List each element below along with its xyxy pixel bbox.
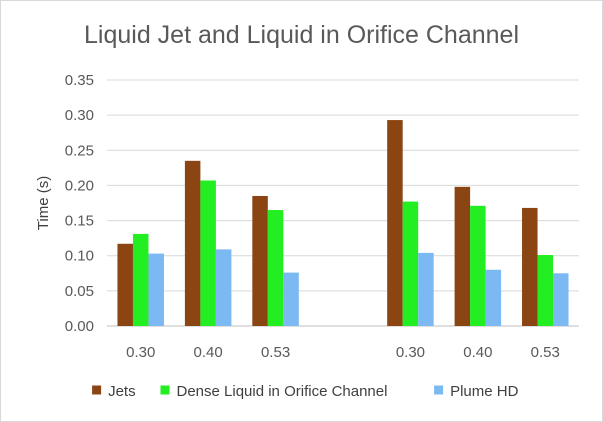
bar (553, 273, 569, 326)
bar (402, 201, 419, 326)
legend-swatch (160, 385, 170, 395)
bar (454, 186, 471, 326)
chart-title: Liquid Jet and Liquid in Orifice Channel (84, 21, 519, 49)
bar (148, 253, 164, 326)
y-axis-title: Time (s) (35, 176, 52, 230)
legend-label: Dense Liquid in Orifice Channel (177, 383, 388, 400)
bar (418, 252, 434, 326)
bar (267, 210, 284, 326)
bar (252, 195, 268, 326)
x-tick-label: 0.30 (396, 344, 425, 361)
y-tick-label: 0.05 (65, 283, 94, 300)
x-tick-label: 0.53 (261, 344, 290, 361)
bar (485, 269, 502, 326)
x-tick-label: 0.40 (194, 344, 223, 361)
y-tick-label: 0.20 (65, 177, 94, 194)
bar (470, 205, 486, 326)
bar (184, 160, 201, 326)
bar (132, 233, 149, 326)
x-tick-label: 0.40 (463, 344, 492, 361)
y-tick-label: 0.25 (65, 142, 94, 159)
legend-swatch (92, 385, 102, 395)
x-tick-label: 0.53 (531, 344, 560, 361)
legend-label: Jets (108, 383, 136, 400)
y-tick-label: 0.15 (65, 213, 94, 230)
y-tick-label: 0.35 (65, 72, 94, 89)
legend-label: Plume HD (450, 383, 519, 400)
bar (522, 207, 538, 326)
bar (537, 255, 554, 326)
legend-swatch (434, 385, 444, 395)
y-tick-label: 0.10 (65, 248, 94, 265)
y-tick-label: 0.00 (65, 318, 94, 335)
bar (215, 249, 232, 326)
bar (117, 243, 133, 326)
bar (283, 272, 299, 326)
y-tick-label: 0.30 (65, 107, 94, 124)
bar (200, 180, 216, 326)
x-tick-label: 0.30 (126, 344, 155, 361)
bar (387, 120, 403, 326)
